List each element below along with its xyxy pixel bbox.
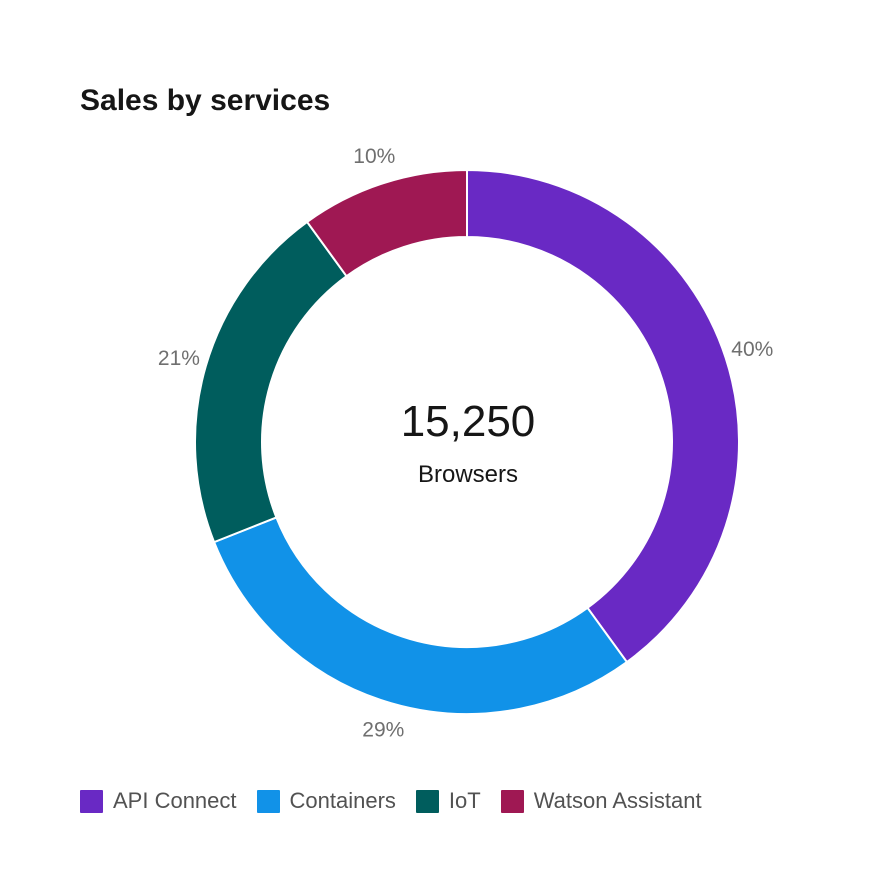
legend-swatch <box>80 789 103 813</box>
center-total-label: Browsers <box>417 461 519 488</box>
center-total-value: 15,250 <box>400 397 536 446</box>
legend-label: Containers <box>289 788 396 813</box>
legend-label: Watson Assistant <box>533 788 702 813</box>
slice-label-watson-assistant: 10% <box>353 145 395 168</box>
legend-swatch <box>415 789 439 813</box>
legend-label: API Connect <box>113 788 237 813</box>
legend-item-iot[interactable]: IoT <box>415 788 481 814</box>
slice-label-api-connect: 40% <box>731 338 773 361</box>
donut-slices <box>194 168 740 715</box>
slice-label-iot: 21% <box>158 347 200 370</box>
slice-iot[interactable] <box>194 220 348 544</box>
legend-swatch <box>500 789 524 813</box>
legend-swatch <box>256 789 280 813</box>
slice-label-containers: 29% <box>362 719 404 742</box>
legend-item-containers[interactable]: Containers <box>256 788 396 814</box>
chart-legend: API Connect Containers IoT Watson Assistant <box>80 788 702 814</box>
slice-labels: 40% 29% 21% 10% <box>158 145 773 741</box>
legend-label: IoT <box>448 788 481 813</box>
legend-item-watson-assistant[interactable]: Watson Assistant <box>500 788 702 814</box>
chart-title: Sales by services <box>80 84 331 117</box>
slice-api-connect[interactable] <box>466 168 740 664</box>
slice-watson-assistant[interactable] <box>305 168 468 278</box>
legend-item-api-connect[interactable]: API Connect <box>80 788 237 814</box>
slice-containers[interactable] <box>212 516 629 715</box>
